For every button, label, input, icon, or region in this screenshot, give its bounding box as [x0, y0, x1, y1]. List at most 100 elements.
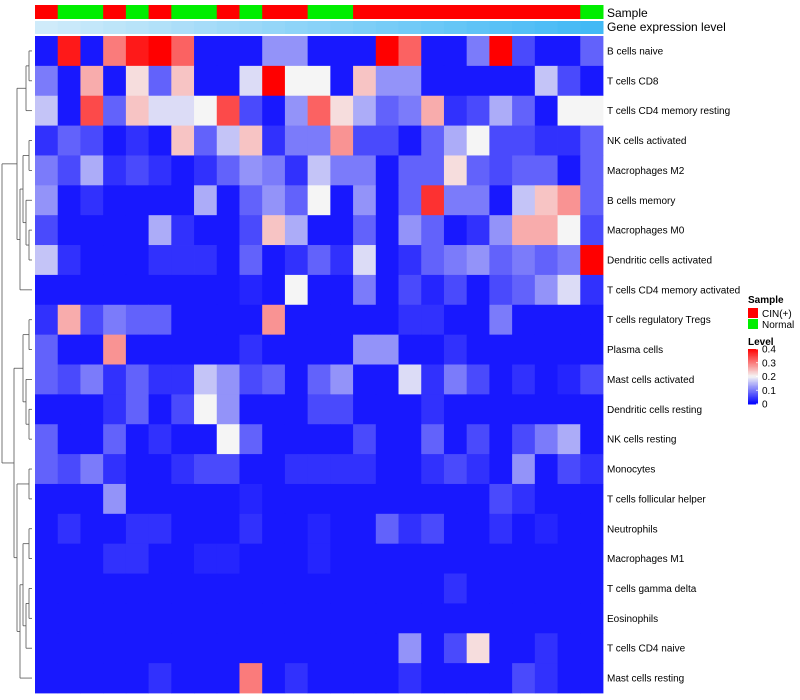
heatmap-cell	[35, 155, 59, 186]
heatmap-cell	[398, 36, 422, 67]
heatmap-cell	[421, 633, 445, 664]
heatmap-cell	[466, 394, 490, 425]
heatmap-cell	[580, 603, 604, 634]
heatmap-cell	[57, 424, 81, 455]
heatmap-cell	[557, 364, 581, 395]
heatmap-cell	[125, 95, 149, 126]
expression-annotation-cell	[80, 21, 104, 34]
heatmap-cell	[534, 125, 558, 156]
heatmap-cell	[557, 424, 581, 455]
heatmap-cell	[216, 483, 240, 515]
expression-annotation-cell	[171, 21, 195, 34]
heatmap-cell	[353, 424, 377, 455]
heatmap-cell	[103, 274, 127, 306]
heatmap-cell	[171, 65, 195, 97]
heatmap-cell	[216, 424, 240, 455]
expression-annotation-cell	[534, 21, 559, 34]
heatmap-cell	[330, 95, 354, 126]
heatmap-cell	[148, 36, 172, 67]
heatmap-cell	[443, 274, 468, 306]
heatmap-cell	[239, 424, 263, 455]
heatmap-cell	[534, 215, 558, 246]
heatmap-cell	[489, 424, 513, 455]
heatmap-cell	[307, 454, 331, 485]
expression-annotation-cell	[35, 21, 59, 34]
heatmap-cell	[125, 36, 149, 67]
heatmap-cell	[171, 454, 195, 485]
heatmap-cell	[284, 274, 309, 306]
heatmap-cell	[80, 603, 104, 634]
heatmap-cell	[80, 663, 104, 694]
level-colorbar-segment	[748, 366, 758, 369]
heatmap-cell	[375, 543, 399, 574]
sample-annotation-cell	[489, 5, 513, 19]
heatmap-cell	[353, 215, 377, 246]
heatmap-cell	[421, 95, 445, 126]
heatmap-cell	[284, 245, 309, 276]
row-label: Mast cells resting	[607, 674, 684, 685]
heatmap-cell	[262, 424, 286, 455]
heatmap-cell	[353, 185, 377, 216]
heatmap-cell	[534, 36, 558, 67]
heatmap-cell	[489, 543, 513, 574]
heatmap-cell	[239, 125, 263, 156]
heatmap-cell	[216, 125, 240, 156]
heatmap-cell	[125, 274, 149, 306]
heatmap-cell	[353, 65, 377, 97]
heatmap-cell	[375, 155, 399, 186]
heatmap-cell	[580, 304, 604, 336]
heatmap-cell	[239, 334, 263, 365]
heatmap-cell	[512, 274, 536, 306]
heatmap-cell	[57, 603, 81, 634]
heatmap-cell	[353, 95, 377, 126]
heatmap-cell	[466, 513, 490, 545]
heatmap-cell	[125, 663, 149, 694]
level-colorbar-segment	[748, 369, 758, 372]
sample-annotation-cell	[125, 5, 150, 19]
heatmap-cell	[194, 483, 218, 515]
annotation-tracks	[35, 5, 604, 34]
expression-annotation-cell	[125, 21, 150, 34]
heatmap-cell	[171, 304, 195, 336]
heatmap-cell	[443, 573, 468, 604]
heatmap-cell	[443, 245, 468, 276]
heatmap-cell	[239, 274, 263, 306]
heatmap-cell	[216, 95, 240, 126]
heatmap-cell	[262, 633, 286, 664]
sample-annotation-cell	[557, 5, 581, 19]
heatmap-cell	[466, 483, 490, 515]
row-label: NK cells activated	[607, 136, 686, 147]
heatmap-cell	[262, 543, 286, 574]
heatmap-cell	[57, 573, 81, 604]
heatmap-cell	[148, 245, 172, 276]
heatmap-cell	[534, 454, 558, 485]
heatmap-cell	[194, 36, 218, 67]
heatmap-cell	[35, 334, 59, 365]
heatmap-cell	[171, 573, 195, 604]
heatmap-cell	[125, 603, 149, 634]
heatmap-cell	[284, 543, 309, 574]
heatmap-cell	[421, 394, 445, 425]
heatmap-cell	[512, 424, 536, 455]
heatmap-cell	[103, 454, 127, 485]
heatmap-cell	[216, 36, 240, 67]
expression-annotation-cell	[421, 21, 445, 34]
expression-annotation-cell	[284, 21, 309, 34]
heatmap-cell	[421, 513, 445, 545]
heatmap-cell	[80, 394, 104, 425]
heatmap-cell	[489, 36, 513, 67]
heatmap-cell	[466, 274, 490, 306]
level-colorbar-segment	[748, 360, 758, 362]
heatmap-cell	[239, 364, 263, 395]
heatmap-cell	[398, 513, 422, 545]
level-colorbar-segment	[748, 390, 758, 393]
heatmap-cell	[284, 603, 309, 634]
heatmap-cell	[35, 394, 59, 425]
heatmap-cell	[103, 185, 127, 216]
heatmap-cell	[398, 603, 422, 634]
heatmap-cell	[557, 245, 581, 276]
heatmap-cell	[80, 125, 104, 156]
expression-annotation-cell	[148, 21, 172, 34]
heatmap-cell	[534, 603, 558, 634]
heatmap-cell	[330, 125, 354, 156]
